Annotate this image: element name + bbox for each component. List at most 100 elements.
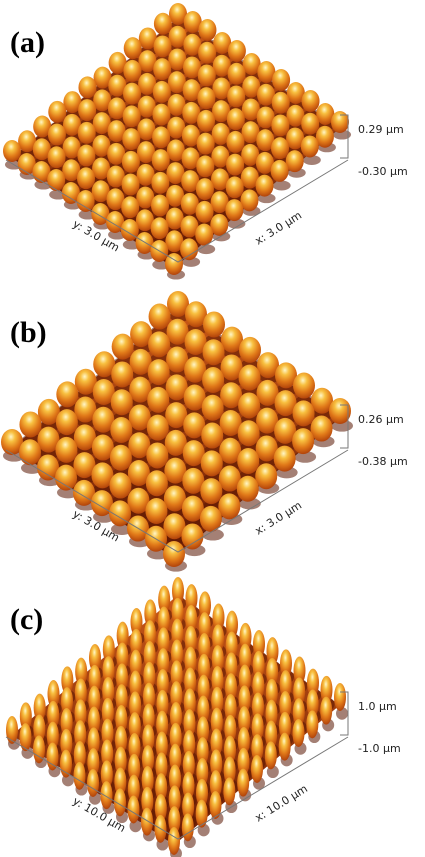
surface-bump bbox=[47, 169, 65, 191]
surface-bump bbox=[124, 37, 142, 59]
panel: (a)0.29 µm-0.30 µmy: 3.0 µmx: 3.0 µm bbox=[3, 3, 408, 280]
surface-bump bbox=[152, 126, 170, 148]
surface-bump bbox=[154, 13, 172, 35]
surface-bump bbox=[151, 217, 169, 239]
surface-bump bbox=[146, 470, 168, 496]
surface-bump bbox=[201, 450, 223, 476]
surface-bump bbox=[196, 178, 214, 200]
surface-bump bbox=[20, 723, 32, 751]
z-max-label: 0.26 µm bbox=[358, 413, 404, 426]
surface-bump bbox=[87, 769, 99, 797]
surface-bump bbox=[60, 750, 72, 778]
surface-bump bbox=[255, 463, 277, 489]
surface-bump bbox=[48, 101, 66, 123]
surface-bump bbox=[293, 719, 305, 747]
surface-bump bbox=[56, 409, 78, 435]
surface-bump bbox=[147, 415, 169, 441]
surface-bump bbox=[223, 777, 235, 805]
surface-bump bbox=[228, 63, 246, 85]
surface-bump bbox=[110, 417, 132, 443]
surface-bump bbox=[128, 796, 140, 824]
surface-bump bbox=[180, 238, 198, 260]
surface-bump bbox=[311, 416, 333, 442]
surface-bump bbox=[237, 448, 259, 474]
surface-bump bbox=[271, 137, 289, 159]
z-max-label: 1.0 µm bbox=[358, 700, 397, 713]
surface-bump bbox=[197, 133, 215, 155]
surface-bump bbox=[19, 439, 41, 465]
z-min-label: -0.30 µm bbox=[358, 165, 408, 178]
z-max-label: 0.29 µm bbox=[358, 123, 404, 136]
surface-shadow bbox=[273, 181, 291, 191]
surface-bump bbox=[48, 124, 66, 146]
surface-bump bbox=[196, 155, 214, 177]
surface-bump bbox=[238, 420, 260, 446]
surface-bump bbox=[293, 373, 315, 399]
surface-bump bbox=[111, 361, 133, 387]
surface-bump bbox=[251, 755, 263, 783]
surface-bump bbox=[279, 733, 291, 761]
surface-bump bbox=[265, 741, 277, 769]
surface-bump bbox=[77, 190, 95, 212]
surface-bump bbox=[168, 827, 180, 855]
surface-bump bbox=[227, 108, 245, 130]
surface-bump bbox=[77, 167, 95, 189]
surface-bump bbox=[226, 154, 244, 176]
surface-bump bbox=[121, 196, 139, 218]
surface-bump bbox=[203, 339, 225, 365]
surface-bump bbox=[302, 90, 320, 112]
surface-bump bbox=[152, 149, 170, 171]
z-min-label: -0.38 µm bbox=[358, 455, 408, 468]
surface-bump bbox=[292, 428, 314, 454]
surface-bump bbox=[182, 813, 194, 841]
surface-bump bbox=[198, 19, 216, 41]
panel-label: (a) bbox=[10, 26, 45, 59]
surface-bump bbox=[331, 111, 349, 133]
surface-bump bbox=[56, 381, 78, 407]
surface-bump bbox=[153, 58, 171, 80]
z-min-label: -1.0 µm bbox=[358, 742, 401, 755]
surface-bump bbox=[239, 337, 261, 363]
surface-bump bbox=[123, 105, 141, 127]
surface-bump bbox=[48, 146, 66, 168]
surface-bump bbox=[228, 40, 246, 62]
surface-bump bbox=[196, 800, 208, 828]
surface-bump bbox=[239, 365, 261, 391]
surface-bump bbox=[201, 423, 223, 449]
surface-bump bbox=[197, 110, 215, 132]
surface-bump bbox=[238, 392, 260, 418]
surface-bump bbox=[77, 145, 95, 167]
surface-bump bbox=[122, 128, 140, 150]
surface-bump bbox=[19, 411, 41, 437]
surface-bump bbox=[78, 76, 96, 98]
surface-bump bbox=[141, 808, 153, 836]
surface-bump bbox=[227, 85, 245, 107]
surface-bump bbox=[198, 42, 216, 64]
surface-bump bbox=[151, 195, 169, 217]
surface-bump bbox=[78, 99, 96, 121]
figure: (a)0.29 µm-0.30 µmy: 3.0 µmx: 3.0 µm(b)0… bbox=[0, 0, 425, 857]
panel-label: (c) bbox=[10, 603, 43, 636]
panel-label: (b) bbox=[10, 316, 47, 349]
surface-bump bbox=[55, 465, 77, 491]
surface-bump bbox=[272, 69, 290, 91]
surface-bump bbox=[47, 743, 59, 771]
surface-bump bbox=[123, 60, 141, 82]
surface-bump bbox=[148, 331, 170, 357]
surface-bump bbox=[196, 201, 214, 223]
surface-bump bbox=[109, 473, 131, 499]
surface-bump bbox=[301, 135, 319, 157]
surface-bump bbox=[152, 104, 170, 126]
surface-bump bbox=[122, 174, 140, 196]
surface-bump bbox=[101, 781, 113, 809]
surface-bump bbox=[256, 175, 274, 197]
surface-bump bbox=[200, 478, 222, 504]
surface-bump bbox=[111, 389, 133, 415]
surface-bump bbox=[218, 493, 240, 519]
surface-bump bbox=[202, 395, 224, 421]
surface-bump bbox=[226, 131, 244, 153]
surface-bump bbox=[149, 304, 171, 330]
surface-bump bbox=[306, 710, 318, 738]
surface-bump bbox=[225, 199, 243, 221]
